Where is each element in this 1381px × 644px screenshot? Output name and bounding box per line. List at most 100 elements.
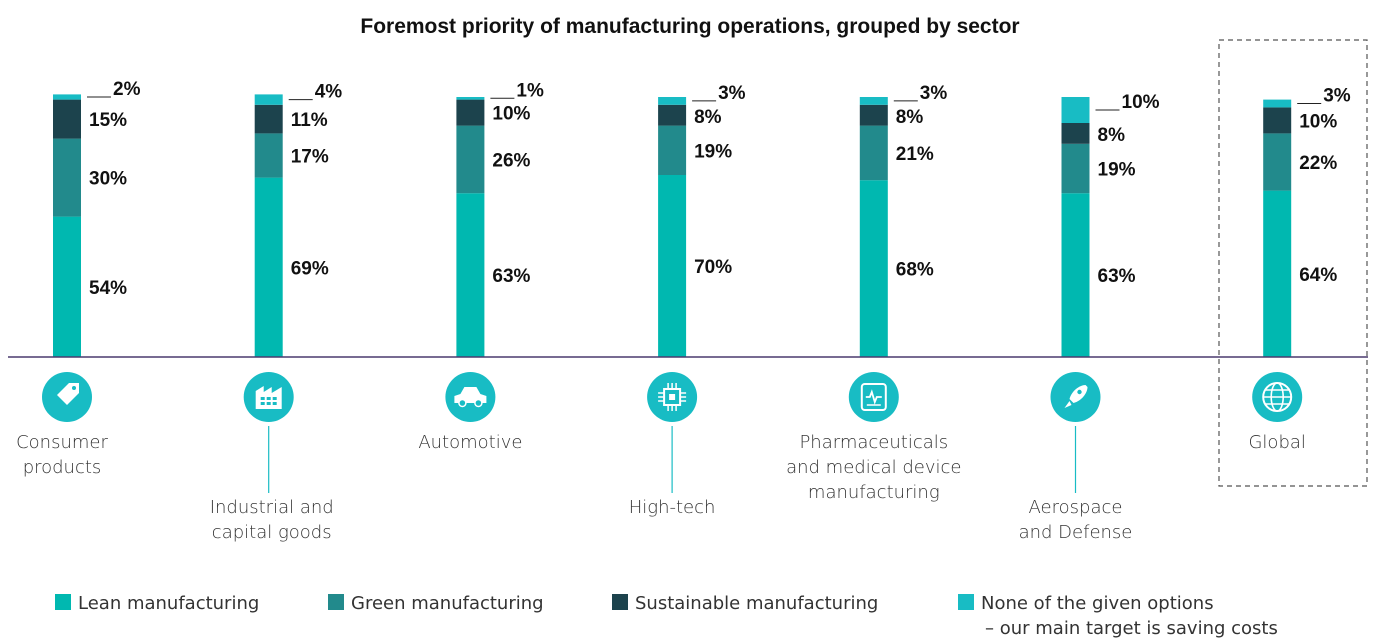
data-label: 54% bbox=[89, 278, 127, 299]
legend-item-green-manufacturing: Green manufacturing bbox=[328, 593, 544, 614]
bar-segment-none-of-the-given-options-our- bbox=[859, 97, 888, 105]
bar-group-consumer-products: 54% 30% 15% 2% bbox=[53, 79, 141, 357]
data-label: 8% bbox=[1098, 125, 1126, 146]
data-label: 30% bbox=[89, 169, 127, 190]
category-label: and medical device bbox=[786, 457, 961, 478]
data-label: 15% bbox=[89, 110, 127, 131]
data-label: 26% bbox=[492, 150, 530, 171]
bar-group-automotive: 63% 26% 10% 1% bbox=[456, 80, 544, 357]
bar-segment-green-manufacturing bbox=[658, 125, 687, 175]
bar-segment-lean-manufacturing bbox=[53, 216, 81, 357]
bar-segment-none-of-the-given-options-our- bbox=[254, 94, 283, 105]
data-label: 3% bbox=[718, 83, 746, 104]
microchip-icon bbox=[647, 372, 698, 422]
global-highlight-box bbox=[1218, 39, 1368, 487]
category-label: Pharmaceuticals bbox=[799, 432, 948, 453]
factory-window bbox=[272, 397, 277, 400]
data-label: 19% bbox=[694, 141, 732, 162]
bar-segment-lean-manufacturing bbox=[658, 175, 687, 357]
category-label: capital goods bbox=[212, 522, 332, 543]
price-tag-icon bbox=[42, 372, 92, 422]
car-wheel bbox=[474, 398, 483, 408]
category-label: manufacturing bbox=[808, 482, 940, 503]
car-wheel bbox=[458, 398, 467, 408]
rocket-body bbox=[1069, 385, 1088, 403]
bar-segment-sustainable-manufacturing bbox=[1061, 123, 1090, 144]
category-label: Consumer bbox=[16, 432, 108, 453]
legend-swatch bbox=[612, 594, 628, 610]
category-label: Automotive bbox=[418, 432, 522, 453]
legend-label: – our main target is saving costs bbox=[985, 618, 1278, 639]
bar-segment-sustainable-manufacturing bbox=[1263, 107, 1292, 134]
monitor-frame bbox=[860, 383, 887, 411]
legend-swatch bbox=[958, 594, 974, 610]
bar-segment-green-manufacturing bbox=[456, 125, 485, 194]
bar-segment-lean-manufacturing bbox=[859, 180, 888, 357]
bar-segment-none-of-the-given-options-our- bbox=[658, 97, 687, 105]
bar-segment-green-manufacturing bbox=[53, 138, 81, 217]
data-label: 19% bbox=[1098, 160, 1136, 181]
factory-window bbox=[260, 397, 265, 400]
data-label: 10% bbox=[1299, 111, 1337, 132]
bar-segment-none-of-the-given-options-our- bbox=[1263, 99, 1292, 108]
data-label: 2% bbox=[113, 79, 141, 100]
legend-label: Sustainable manufacturing bbox=[635, 593, 878, 614]
bar-group-global: 64% 22% 10% 3% bbox=[1263, 86, 1351, 357]
category-labels-layer: Consumer products Industrial and capital go… bbox=[16, 372, 1306, 543]
rocket-flame bbox=[1064, 401, 1072, 408]
category-label: Aerospace bbox=[1029, 497, 1123, 518]
legend: Lean manufacturing Green manufacturing Sus… bbox=[55, 593, 1278, 639]
factory-window bbox=[266, 397, 271, 400]
data-label: 1% bbox=[516, 80, 544, 101]
category-label: Global bbox=[1248, 432, 1305, 453]
data-label: 8% bbox=[896, 107, 924, 128]
data-label: 11% bbox=[291, 110, 328, 131]
data-label: 22% bbox=[1299, 153, 1337, 174]
data-label: 3% bbox=[920, 83, 948, 104]
bar-segment-lean-manufacturing bbox=[254, 177, 283, 357]
tag-hole bbox=[72, 386, 76, 390]
bar-segment-sustainable-manufacturing bbox=[254, 104, 283, 134]
bar-segment-lean-manufacturing bbox=[1061, 193, 1090, 357]
bar-group-high-tech: 70% 19% 8% 3% bbox=[658, 83, 746, 357]
data-label: 70% bbox=[694, 257, 732, 278]
legend-swatch bbox=[55, 594, 71, 610]
rocket-icon bbox=[1050, 372, 1101, 422]
bar-segment-sustainable-manufacturing bbox=[53, 99, 81, 139]
bar-segment-none-of-the-given-options-our- bbox=[1061, 97, 1090, 123]
category-label: Industrial and bbox=[210, 497, 334, 518]
factory-window bbox=[272, 402, 277, 405]
monitor-pulse bbox=[865, 389, 882, 405]
category-label: and Defense bbox=[1019, 522, 1133, 543]
bar-segment-none-of-the-given-options-our- bbox=[456, 97, 485, 100]
legend-item-none-of-the-given-options-our-: None of the given options – our main targ… bbox=[958, 593, 1278, 639]
bar-segment-lean-manufacturing bbox=[1263, 190, 1292, 357]
legend-label: Green manufacturing bbox=[351, 593, 544, 614]
factory-window bbox=[260, 402, 265, 405]
globe-icon bbox=[1252, 372, 1303, 422]
bar-segment-sustainable-manufacturing bbox=[456, 99, 485, 126]
bars-layer: 54% 30% 15% 2% 69% 17% 11% 4% 63% 26% 10% 1% 70% 19% 8… bbox=[53, 79, 1351, 357]
bar-segment-green-manufacturing bbox=[859, 125, 888, 181]
factory-window bbox=[266, 402, 271, 405]
car-icon bbox=[445, 372, 496, 422]
legend-item-lean-manufacturing: Lean manufacturing bbox=[55, 593, 259, 614]
data-label: 8% bbox=[694, 107, 722, 128]
data-label: 68% bbox=[896, 260, 934, 281]
chart-title: Foremost priority of manufacturing opera… bbox=[360, 15, 1019, 38]
legend-label: None of the given options bbox=[981, 593, 1214, 614]
legend-label: Lean manufacturing bbox=[78, 593, 259, 614]
data-label: 10% bbox=[492, 104, 530, 125]
bar-segment-none-of-the-given-options-our- bbox=[53, 94, 81, 100]
bar-segment-green-manufacturing bbox=[254, 133, 283, 178]
bar-group-aerospace-and-defense: 63% 19% 8% 10% bbox=[1061, 92, 1160, 357]
data-label: 21% bbox=[896, 144, 934, 165]
legend-swatch bbox=[328, 594, 344, 610]
bar-group-industrial-and-capital-goods: 69% 17% 11% 4% bbox=[254, 82, 342, 357]
bar-segment-lean-manufacturing bbox=[456, 193, 485, 357]
chip-core bbox=[669, 394, 676, 400]
data-label: 63% bbox=[1098, 266, 1136, 287]
bar-segment-sustainable-manufacturing bbox=[658, 104, 687, 126]
bar-segment-sustainable-manufacturing bbox=[859, 104, 888, 126]
rocket-window bbox=[1077, 389, 1082, 395]
